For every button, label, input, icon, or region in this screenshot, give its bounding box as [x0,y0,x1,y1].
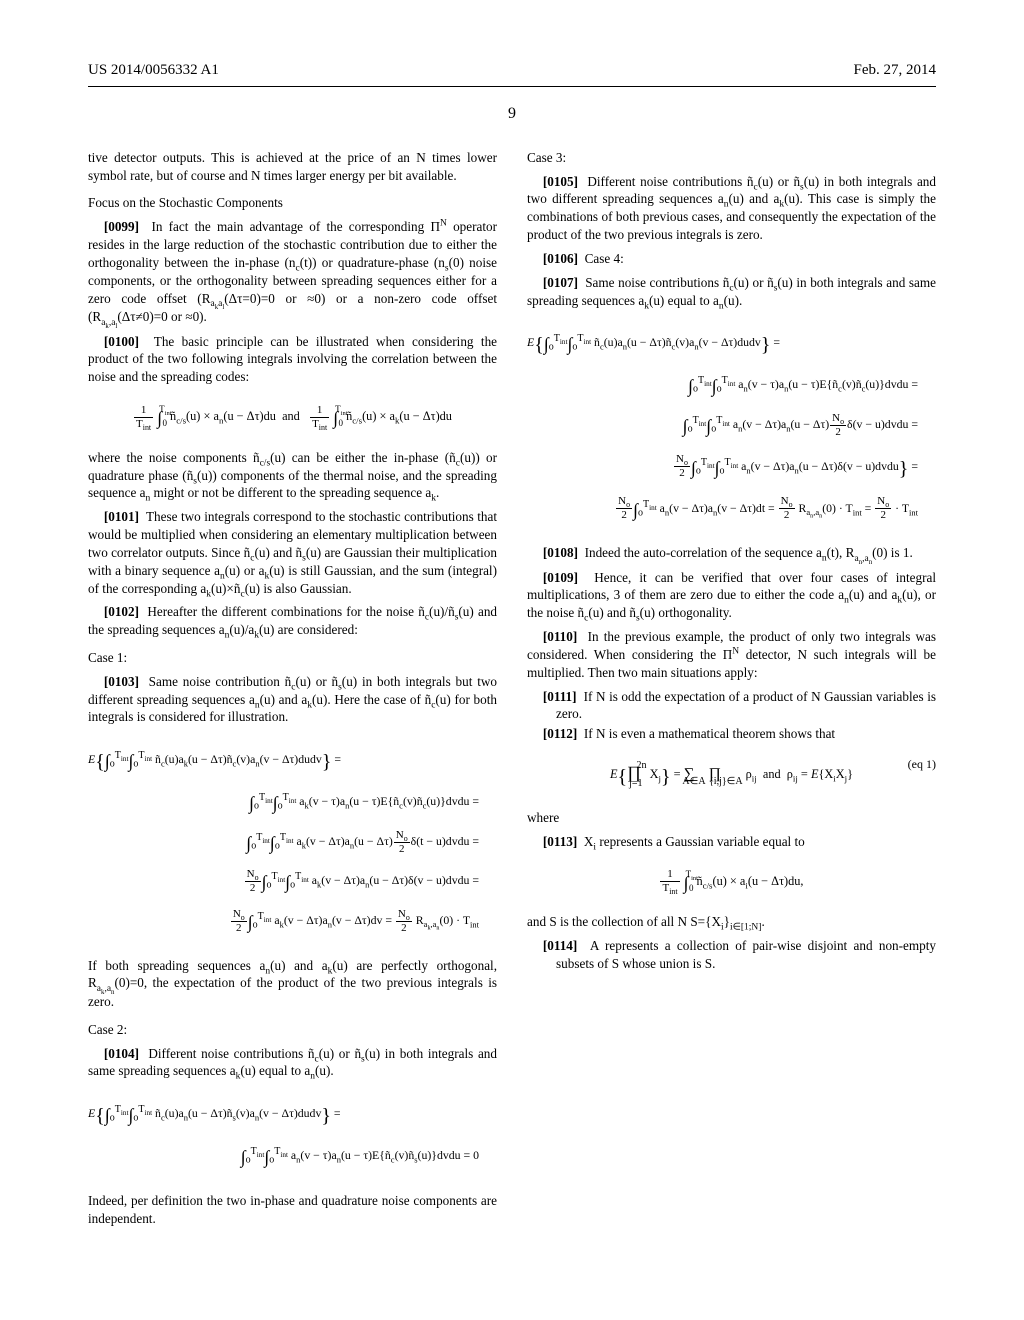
publication-date: Feb. 27, 2014 [854,60,937,80]
para-0112: [0112] If N is even a mathematical theor… [527,725,936,743]
para-0100-cont: where the noise components ñc/s(u) can b… [88,449,497,502]
para-0106: [0106] Case 4: [527,250,936,268]
para-0103: [0103] Same noise contribution ñc(u) or … [88,673,497,726]
continuation-para: tive detector outputs. This is achieved … [88,149,497,185]
para-0107: [0107] Same noise contributions ñc(u) or… [527,274,936,310]
equation-case2: E{∫oTint∫oTint ñc(u)an(u − Δτ)ñs(v)an(v … [88,1094,497,1178]
page: US 2014/0056332 A1 Feb. 27, 2014 9 tive … [0,0,1024,1320]
equation-case4: E{∫oTint∫oTint ñc(u)an(u − Δτ)ñc(v)an(v … [527,323,936,530]
para-0102: [0102] Hereafter the different combinati… [88,603,497,639]
para-0100: [0100] The basic principle can be illust… [88,333,497,386]
s-definition: and S is the collection of all N S={Xi}i… [527,913,936,931]
para-0111: [0111] If N is odd the expectation of a … [527,688,936,724]
case-1-heading: Case 1: [88,649,497,667]
header-rule [88,86,936,87]
para-0104: [0104] Different noise contributions ñc(… [88,1045,497,1081]
equation-integrals-pair: 1Tint ∫Tint0 ñc/s(u) × an(u − Δτ)du and … [88,402,497,433]
para-0099: [0099] In fact the main advantage of the… [88,218,497,326]
para-0113: [0113] Xi represents a Gaussian variable… [527,833,936,851]
para-0114: [0114] A represents a collection of pair… [527,937,936,973]
para-0109: [0109] Hence, it can be verified that ov… [527,569,936,622]
equation-case1: E{∫oTint∫oTint ñc(u)ak(u − Δτ)ñc(v)an(v … [88,740,497,942]
body-columns: tive detector outputs. This is achieved … [88,149,936,1229]
section-heading: Focus on the Stochastic Components [88,194,497,212]
case1-conclusion: If both spreading sequences an(u) and ak… [88,957,497,1011]
case-2-heading: Case 2: [88,1021,497,1039]
running-header: US 2014/0056332 A1 Feb. 27, 2014 [88,60,936,80]
page-number: 9 [88,103,936,125]
equation-xi: 1Tint ∫Tint0 ñc/s(u) × ai(u − Δτ)du, [527,867,936,898]
case2-conclusion: Indeed, per definition the two in-phase … [88,1192,497,1228]
para-0101: [0101] These two integrals correspond to… [88,508,497,597]
equation-eq1: E{∏j=12n Xj} = ∑A∈A ∏{i,j}∈A ρij and ρij… [527,759,936,793]
para-0108: [0108] Indeed the auto-correlation of th… [527,544,936,563]
para-0110: [0110] In the previous example, the prod… [527,628,936,681]
para-0105: [0105] Different noise contributions ñc(… [527,173,936,244]
where-label: where [527,809,936,827]
case-3-heading: Case 3: [527,149,936,167]
equation-label: (eq 1) [908,755,936,774]
publication-number: US 2014/0056332 A1 [88,60,219,80]
